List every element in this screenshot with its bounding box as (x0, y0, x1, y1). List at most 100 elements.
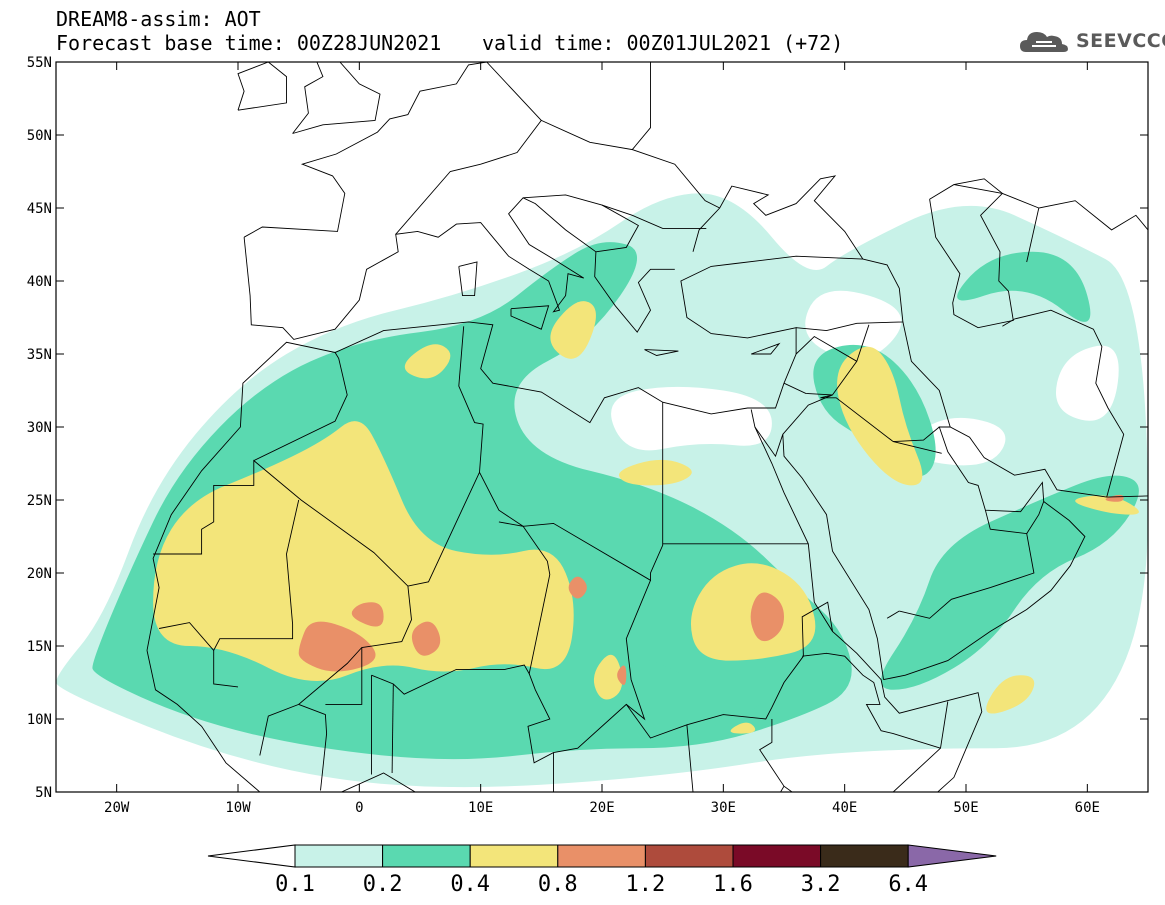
aot-field-0.4 (986, 675, 1035, 714)
coastline (458, 261, 478, 297)
map-title: DREAM8-assim: AOT (56, 7, 261, 31)
aot-field-0.2 (881, 475, 1139, 690)
aot-field-0.4 (293, 463, 332, 508)
lat-tick-label: 35N (27, 347, 52, 363)
colorbar-segment (732, 844, 822, 868)
aot-below-0.1 (805, 290, 902, 359)
colorbar-low-arrow (207, 844, 296, 868)
colorbar-segment (469, 844, 559, 868)
aot-contour-fields (56, 193, 1148, 788)
lat-tick-label: 30N (27, 420, 52, 436)
coastline (391, 683, 394, 774)
aot-field-0.2 (626, 629, 832, 728)
coastline (213, 499, 300, 688)
lat-tick-label: 20N (27, 566, 52, 582)
coastline (237, 62, 287, 111)
lat-tick-label: 55N (27, 55, 52, 71)
coastline (371, 521, 551, 695)
aot-field-0.8 (568, 576, 587, 599)
aot-field-0.4 (153, 421, 574, 682)
colorbar-label: 0.2 (363, 872, 403, 897)
coastline (782, 434, 884, 680)
coastline (750, 409, 983, 792)
aot-below-0.1 (611, 386, 772, 451)
lon-tick-label: 10W (225, 800, 251, 816)
coastline (510, 305, 550, 330)
coastlines-and-borders (146, 62, 1148, 792)
coastline (625, 601, 833, 739)
colorbar-segment (557, 844, 646, 868)
aot-field-0.4 (593, 654, 623, 700)
lat-tick-label: 10N (27, 712, 52, 728)
coastline (899, 510, 1035, 619)
lon-tick-label: 40E (832, 800, 857, 816)
coastline (523, 194, 640, 253)
colorbar-segment (382, 844, 471, 868)
coastline (159, 622, 215, 651)
lon-tick-label: 60E (1075, 800, 1100, 816)
cloud-logo-icon (1020, 32, 1068, 52)
coastline (243, 62, 487, 238)
coastline (644, 349, 679, 356)
coastline (292, 62, 324, 134)
aot-field-0.4 (618, 459, 692, 486)
coastline (795, 335, 858, 362)
aot-field-0.4 (1075, 495, 1139, 515)
coastline (1026, 200, 1148, 263)
lon-tick-label: 50E (953, 800, 978, 816)
colorbar-segment (820, 844, 909, 868)
colorbar-label: 3.2 (801, 872, 841, 897)
lon-tick-label: 30E (711, 800, 736, 816)
coastline (1026, 501, 1045, 534)
coastline (527, 580, 651, 764)
aot-field-0.8 (298, 621, 376, 672)
aot-field-0.8 (617, 665, 627, 685)
lon-tick-label: 10E (468, 800, 493, 816)
aot-field-0.2 (957, 251, 1091, 322)
coastline (601, 204, 707, 229)
colorbar-label: 1.2 (626, 872, 666, 897)
coastline (820, 324, 940, 443)
axis-ticks: 55N 50N 45N 40N 35N 30N 25N 20N 15N 10N 5N 20W 10W 0 1… (27, 55, 1148, 816)
coastline (893, 441, 942, 454)
coastline (754, 426, 784, 458)
colorbar-segment (294, 844, 384, 868)
coastline (407, 472, 480, 587)
coastline (395, 62, 542, 235)
coastline (153, 459, 412, 756)
lat-tick-label: 5N (35, 785, 52, 801)
coastline (929, 178, 1014, 329)
aot-field-0.4 (404, 344, 451, 379)
lat-tick-label: 25N (27, 493, 52, 509)
valid-time: valid time: 00Z01JUL2021 (+72) (482, 31, 844, 55)
coastline (782, 394, 833, 435)
coastline (325, 647, 363, 705)
coastline (759, 701, 949, 792)
colorbar-segment (644, 844, 734, 868)
lat-tick-label: 50N (27, 128, 52, 144)
coastline (253, 352, 348, 462)
coastline (751, 342, 781, 355)
aot-field-0.4 (837, 346, 923, 486)
coastline (783, 382, 833, 396)
coastline (686, 724, 785, 792)
coastline (886, 610, 900, 619)
coastline (292, 62, 381, 134)
forecast-base-time: Forecast base time: 00Z28JUN2021 (56, 31, 442, 55)
lat-tick-label: 15N (27, 639, 52, 655)
coastline (146, 650, 417, 792)
aot-below-0.1 (1055, 345, 1119, 421)
colorbar: 0.1 0.2 0.4 0.8 1.2 1.6 3.2 6.4 (207, 844, 997, 897)
colorbar-label: 1.6 (713, 872, 753, 897)
colorbar-high-arrow (907, 844, 997, 868)
aot-field-0.4 (550, 301, 596, 359)
aot-field-0.8 (351, 602, 384, 627)
logo-text: SEEVCCC (1076, 30, 1165, 52)
lat-tick-label: 40N (27, 274, 52, 290)
colorbar-label: 6.4 (888, 872, 928, 897)
colorbar-label: 0.4 (450, 872, 490, 897)
lon-tick-label: 0 (355, 800, 363, 816)
lon-tick-label: 20E (589, 800, 614, 816)
aot-field-0.8 (750, 592, 784, 642)
